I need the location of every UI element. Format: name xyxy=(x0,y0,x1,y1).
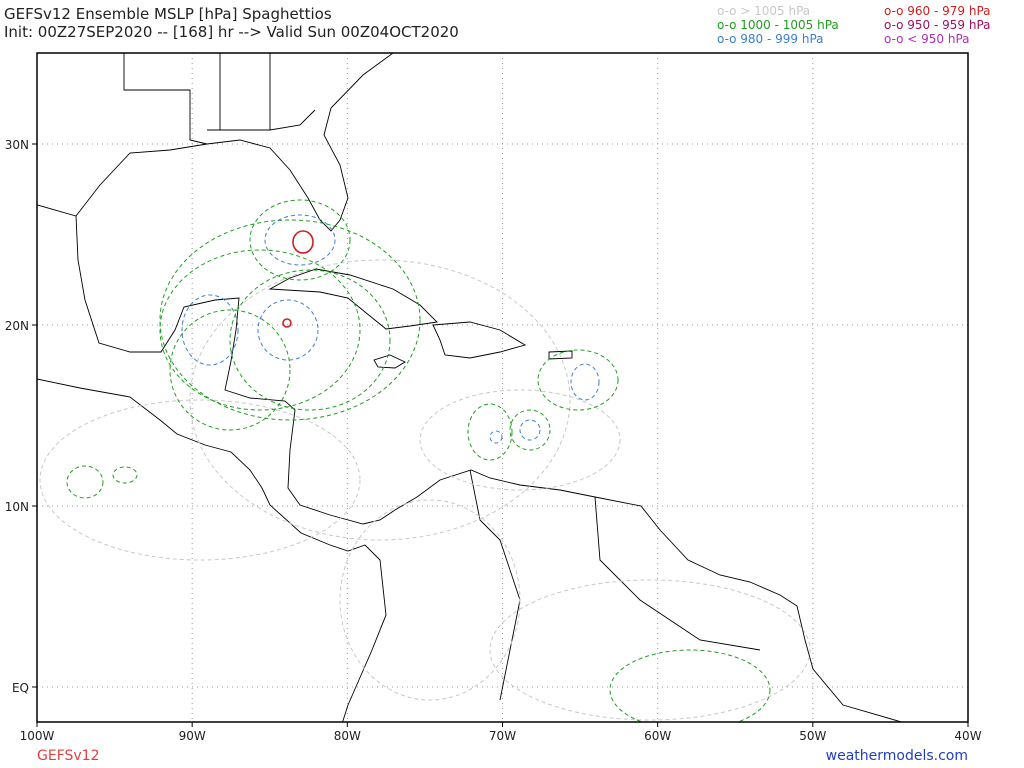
lat-label: 20N xyxy=(5,319,29,333)
coastlines xyxy=(37,53,904,722)
lon-label: 70W xyxy=(489,729,516,743)
lat-label: 30N xyxy=(5,138,29,152)
axis-labels: 30N 20N 10N EQ 100W 90W 80W 70W 60W 50W 40W xyxy=(5,138,982,743)
title: GEFSv12 Ensemble MSLP [hPa] Spaghettios xyxy=(4,5,332,23)
lon-label: 60W xyxy=(644,729,671,743)
subtitle: Init: 00Z27SEP2020 -- [168] hr --> Valid… xyxy=(4,23,459,41)
legend-entry: o-o 950 - 959 hPa xyxy=(884,18,991,32)
lon-label: 90W xyxy=(179,729,206,743)
legend-entry: o-o 960 - 979 hPa xyxy=(884,4,991,18)
legend-entry: o-o 980 - 999 hPa xyxy=(717,32,824,46)
legend-entry: o-o 1000 - 1005 hPa xyxy=(717,18,839,32)
lon-label: 80W xyxy=(334,729,361,743)
lon-label: 100W xyxy=(20,729,55,743)
lat-label: EQ xyxy=(12,681,29,695)
legend-entry: o-o > 1005 hPa xyxy=(717,4,810,18)
site-label: weathermodels.com xyxy=(826,748,968,764)
model-label: GEFSv12 xyxy=(37,748,100,764)
lon-label: 40W xyxy=(954,729,981,743)
legend-entry: o-o < 950 hPa xyxy=(884,32,970,46)
lat-label: 10N xyxy=(5,500,29,514)
pressure-contours xyxy=(39,199,811,722)
map: 30N 20N 10N EQ 100W 90W 80W 70W 60W 50W 40W xyxy=(5,52,982,743)
lon-label: 50W xyxy=(799,729,826,743)
